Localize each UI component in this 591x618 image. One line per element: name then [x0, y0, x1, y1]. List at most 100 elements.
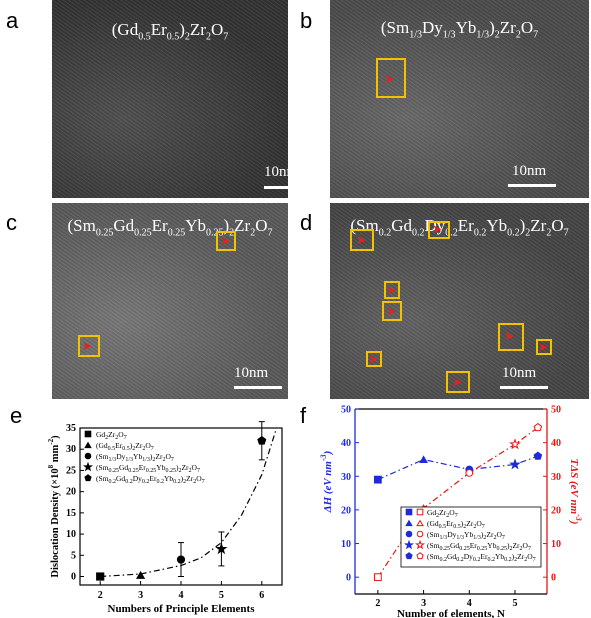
- y-axis-label-left-f: ΔH (eV nm-3): [319, 451, 334, 514]
- y-axis-label-right-f: TΔS (eV nm-3): [568, 459, 583, 525]
- dislocation-box-d6: [536, 339, 552, 355]
- dislocation-box-d8: [446, 371, 470, 393]
- legend-marker-e-4: [82, 461, 94, 472]
- legend-marker-dh-1: [405, 508, 413, 516]
- legend-label-e-4: (Sm0.25Gd0.25Er0.25Yb0.25)2Zr2O7: [96, 463, 200, 474]
- scale-bar-c: [234, 386, 282, 389]
- x-axis-label-e: Numbers of Principle Elements: [108, 603, 256, 615]
- data-point-e-4: [215, 542, 228, 555]
- legend-label-f-4: (Sm0.25Gd0.25Er0.25Yb0.25)2Zr2O7: [427, 541, 531, 552]
- scale-label-a: 10nm: [264, 164, 288, 180]
- legend-label-e-1: Gd2Zr2O7: [96, 430, 127, 441]
- y-tick-label-e: 10: [66, 529, 76, 540]
- y-tick-label-e: 35: [66, 423, 76, 434]
- dh-point-2: [419, 455, 428, 463]
- legend-label-e-3: (Sm1/3Dy1/3Yb1/3)2Zr2O7: [96, 452, 174, 463]
- legend-label-f-3: (Sm1/3Dy1/3Yb1/3)2Zr2O7: [427, 530, 505, 541]
- dislocation-box-c1: [216, 231, 236, 251]
- tds-point-3: [465, 469, 474, 477]
- dislocation-arrow-c2: ➤: [82, 339, 93, 353]
- legend-marker-dh-3: [405, 530, 413, 538]
- legend-marker-tds-5: [416, 552, 424, 560]
- legend-marker-e-3: [84, 452, 92, 460]
- scale-label-c: 10nm: [234, 365, 269, 381]
- x-tick-label-f: 3: [421, 598, 426, 609]
- y-tick-label-left-f: 10: [341, 539, 351, 550]
- legend-label-f-1: Gd2Zr2O7: [427, 508, 458, 519]
- y-tick-label-e: 5: [71, 550, 76, 561]
- scale-bar-b: [508, 184, 556, 187]
- scale-label-d: 10nm: [502, 365, 537, 381]
- dislocation-arrow-d3: ➤: [386, 283, 397, 297]
- dislocation-arrow-d1: ➤: [356, 233, 367, 247]
- dislocation-box-d1: [350, 229, 374, 251]
- dh-point-4: [509, 458, 521, 470]
- x-tick-label-f: 4: [467, 598, 472, 609]
- panel-label-d: d: [300, 210, 313, 235]
- legend-marker-tds-4: [414, 539, 426, 550]
- legend-box-f: [400, 506, 542, 568]
- y-tick-label-e: 30: [66, 444, 76, 455]
- legend-marker-e-5: [84, 474, 92, 482]
- panel-label-c: c: [6, 210, 17, 235]
- dislocation-arrow-d8: ➤: [452, 375, 463, 389]
- dislocation-box-d7: [366, 351, 382, 367]
- panel-label-b: b: [300, 8, 313, 33]
- dislocation-arrow-c1: ➤: [220, 234, 231, 248]
- data-point-e-2: [135, 570, 146, 579]
- y-tick-label-right-f: 30: [551, 472, 561, 483]
- dislocation-box-d4: [382, 301, 402, 321]
- legend-marker-e-1: [84, 430, 92, 438]
- tem-image-d: (Sm0.2Gd0.2Dy0.2Er0.2Yb0.2)2Zr2O7 ➤ ➤ ➤ …: [330, 203, 589, 399]
- legend-marker-dh-2: [405, 519, 413, 527]
- x-tick-label-e: 4: [179, 590, 184, 601]
- dislocation-arrow-d5: ➤: [504, 329, 515, 343]
- dislocation-arrow-d7: ➤: [368, 352, 379, 366]
- dislocation-box-d2: [428, 221, 450, 239]
- x-tick-label-e: 5: [219, 590, 224, 601]
- dislocation-box-d5: [498, 323, 524, 351]
- tem-image-c: (Sm0.25Gd0.25Er0.25Yb0.25)2Zr2O7 ➤ ➤ 10n…: [52, 203, 288, 399]
- dislocation-box-d3: [384, 281, 400, 299]
- tem-image-b: (Sm1/3Dy1/3Yb1/3)2Zr2O7 ➤ 10nm: [330, 0, 589, 198]
- x-tick-label-e: 6: [259, 590, 264, 601]
- tem-image-a: (Gd0.5Er0.5)2Zr2O7 10nm: [52, 0, 288, 198]
- tem-title-c: (Sm0.25Gd0.25Er0.25Yb0.25)2Zr2O7: [67, 216, 273, 239]
- scale-label-b: 10nm: [512, 163, 547, 179]
- y-tick-label-left-f: 20: [341, 505, 351, 516]
- legend-label-f-5: (Sm0.2Gd0.2Dy0.2Er0.2Yb0.2)2Zr2O7: [427, 552, 536, 563]
- legend-marker-tds-3: [416, 530, 424, 538]
- tds-point-1: [373, 573, 382, 582]
- y-tick-label-left-f: 40: [341, 438, 351, 449]
- legend-label-e-2: (Gd0.5Er0.5)2Zr2O7: [96, 441, 154, 452]
- dislocation-arrow-d4: ➤: [386, 304, 397, 318]
- dislocation-arrow-d2: ➤: [432, 222, 443, 236]
- y-tick-label-left-f: 30: [341, 472, 351, 483]
- y-tick-label-right-f: 50: [551, 405, 561, 416]
- dislocation-box-b: [376, 58, 406, 98]
- data-point-e-3: [176, 555, 186, 564]
- y-tick-label-right-f: 20: [551, 505, 561, 516]
- y-tick-label-right-f: 0: [551, 573, 556, 584]
- legend-label-e-5: (Sm0.2Gd0.2Dy0.2Er0.2Yb0.2)2Zr2O7: [96, 474, 205, 485]
- dislocation-arrow-d6: ➤: [538, 340, 549, 354]
- data-point-e-5: [257, 435, 267, 445]
- trend-line-e: [100, 429, 277, 578]
- y-tick-label-left-f: 50: [341, 405, 351, 416]
- legend-label-f-2: (Gd0.5Er0.5)2Zr2O7: [427, 519, 485, 530]
- y-axis-label-e: Dislocation Density (×108 mm-2): [47, 435, 61, 578]
- panel-label-a: a: [6, 8, 19, 33]
- panel-label-e: e: [10, 403, 23, 428]
- y-tick-label-right-f: 40: [551, 438, 561, 449]
- x-tick-label-f: 5: [513, 598, 518, 609]
- data-point-e-1: [96, 572, 105, 581]
- scale-bar-d: [500, 386, 548, 389]
- legend-marker-dh-5: [405, 552, 413, 560]
- y-tick-label-e: 20: [66, 487, 76, 498]
- tem-title-a: (Gd0.5Er0.5)2Zr2O7: [111, 20, 229, 43]
- dislocation-box-c2: [78, 335, 100, 357]
- legend-marker-tds-2: [416, 519, 424, 527]
- legend-marker-dh-4: [403, 539, 415, 550]
- y-tick-label-e: 15: [66, 508, 76, 519]
